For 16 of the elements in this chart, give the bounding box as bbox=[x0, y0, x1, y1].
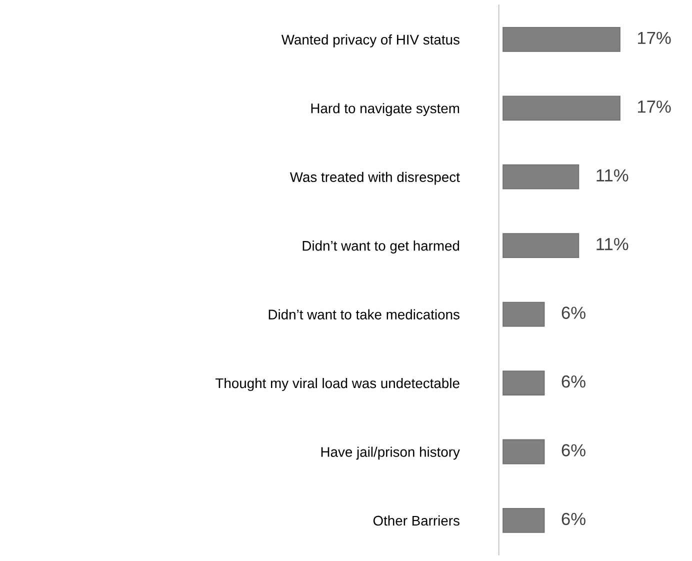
data-label: 6% bbox=[562, 444, 586, 456]
data-label: 17% bbox=[638, 32, 671, 44]
y-tick-label: Was treated with disrespect bbox=[290, 172, 460, 185]
y-tick-label: Didn’t want to take medications bbox=[268, 309, 460, 320]
y-tick-label: Thought my viral load was undetectable bbox=[216, 378, 460, 391]
data-label: 17% bbox=[638, 100, 671, 113]
data-label: 6% bbox=[562, 306, 586, 319]
y-tick-label: Have jail/prison history bbox=[321, 446, 460, 460]
data-label: 11% bbox=[596, 169, 628, 182]
y-tick-label: Wanted privacy of HIV status bbox=[281, 34, 460, 48]
y-tick-label: Hard to navigate system bbox=[311, 103, 460, 116]
y-tick-label: Didn’t want to get harmed bbox=[302, 240, 460, 254]
y-tick-label: Other Barriers bbox=[373, 515, 460, 526]
data-label: 11% bbox=[596, 238, 628, 250]
data-label: 6% bbox=[562, 512, 586, 526]
data-label: 6% bbox=[562, 375, 586, 388]
